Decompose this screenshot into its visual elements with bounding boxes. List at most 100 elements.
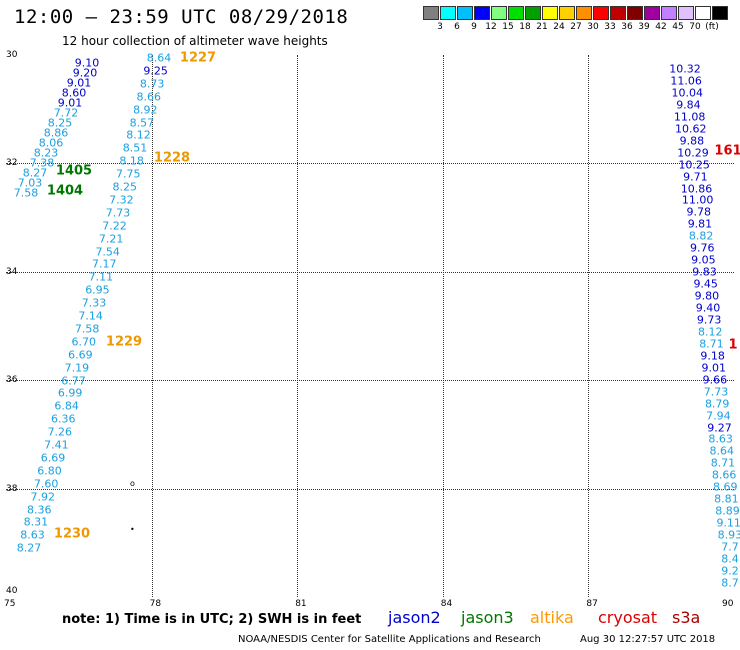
wave-height-value: 8.51 [122,141,148,155]
wave-height-value: 9.01 [66,76,92,90]
latitude-label: 32 [6,158,18,169]
color-swatch [576,6,592,20]
wave-height-value: 8.60 [61,86,87,100]
wave-height-value: 10.62 [675,122,707,136]
color-swatch [423,6,439,20]
legend-jason2: jason2 [388,608,441,627]
wave-height-value: 9.73 [696,313,722,327]
color-scale-label: 21 [536,22,548,32]
wave-height-value: 7.75 [115,167,141,181]
color-swatch [474,6,490,20]
latitude-label: 34 [6,266,18,277]
color-scale-label: 27 [570,22,582,32]
wave-height-value: 8.27 [22,166,48,180]
wave-height-value: 7.21 [98,232,124,246]
time-label: 1404 [46,183,84,199]
wave-height-value: 7.26 [47,425,73,439]
wave-height-value: 9.83 [692,265,717,279]
latitude-gridline [6,488,734,490]
wave-height-value: 9.01 [701,361,727,375]
color-swatch [610,6,626,20]
wave-height-value: 7.38 [29,156,55,170]
color-scale-label: 9 [471,22,477,32]
wave-height-value: 9.05 [691,253,716,267]
wave-height-value: 7.7 [721,540,739,554]
color-swatch [627,6,643,20]
wave-height-value: 8.89 [715,504,740,518]
color-scale-label: 30 [587,22,599,32]
longitude-label: 81 [295,599,307,609]
color-scale-bar [423,6,729,20]
wave-height-value: 7.58 [13,186,39,200]
wave-height-value: 8.66 [136,90,161,104]
wave-height-value: 8.36 [27,503,52,516]
longitude-label: 90 [722,599,734,609]
wave-height-value: 6.95 [85,283,110,297]
wave-height-value: 7.94 [706,409,731,423]
wave-height-value: 8.06 [38,136,64,150]
island-marker: • [130,525,135,534]
wave-height-value: 8.12 [126,128,151,142]
wave-height-value: 10.29 [677,146,709,160]
wave-height-value: 11.06 [670,74,702,88]
wave-height-value: 8.12 [698,325,723,339]
time-label: 1230 [53,526,91,542]
wave-height-value: 9.88 [679,134,705,148]
latitude-label: 38 [6,483,18,494]
wave-height-value: 9.76 [690,241,715,255]
wave-height-value: 9.84 [676,98,701,112]
longitude-label: 84 [440,599,453,609]
island-marker: o [130,479,135,488]
color-swatch [559,6,575,20]
wave-height-value: 8.63 [708,432,733,446]
wave-height-value: 7.54 [95,245,120,258]
latitude-label: 30 [6,50,18,60]
color-scale-label: 70 [689,22,701,32]
wave-height-value: 7.33 [81,296,107,310]
wave-height-value: 8.82 [688,229,714,243]
color-scale-label: 12 [485,22,497,32]
color-scale-label: 15 [502,22,514,32]
wave-height-value: 8.64 [146,51,172,65]
wave-height-value: 6.99 [57,386,83,400]
color-scale-label: 18 [519,22,531,32]
color-swatch [661,6,677,20]
page-title: 12:00 – 23:59 UTC 08/29/2018 [14,6,349,28]
wave-height-value: 8.66 [711,468,737,482]
wave-height-value: 8.31 [23,515,49,529]
wave-height-value: 9.20 [72,66,98,80]
wave-height-value: 7.92 [30,490,55,504]
wave-height-value: 9.45 [693,277,718,291]
wave-height-value: 9.81 [687,217,713,231]
longitude-label: 78 [149,599,162,609]
wave-height-value: 8.71 [699,337,724,351]
wave-height-value: 8.4 [721,552,739,566]
wave-height-value: 11.00 [681,193,714,207]
wave-height-value: 6.69 [68,348,93,362]
wave-height-value: 9.01 [57,96,83,110]
wave-height-value: 8.23 [33,146,59,160]
latitude-gridline [6,163,734,165]
longitude-label: 87 [586,599,598,609]
wave-height-value: 6.80 [37,464,62,478]
legend-altika: altika [530,608,574,627]
color-swatch [542,6,558,20]
wave-height-value: 9.11 [716,516,740,530]
map-area: 75 78 81 84 87 90 30 32 34 36 38 40 9.10 9.20 9.01 8.60… [4,50,740,609]
wave-height-value: 10.86 [680,182,713,195]
wave-height-value: 8.25 [112,180,138,194]
wave-height-value: 8.27 [16,541,42,555]
wave-height-value: 7.03 [17,176,43,190]
wave-height-value: 9.27 [707,421,732,434]
color-swatch [457,6,473,20]
time-label: 1228 [153,150,191,166]
color-swatch [644,6,660,20]
wave-height-value: 7.72 [53,106,79,120]
wave-height-value: 9.25 [143,64,168,78]
wave-height-value: 8.79 [704,397,730,411]
color-swatch [440,6,456,20]
color-swatch [712,6,728,20]
latitude-label: 40 [6,586,18,596]
wave-height-value: 7.41 [44,438,69,452]
credit-timestamp: Aug 30 12:27:57 UTC 2018 [580,634,716,645]
